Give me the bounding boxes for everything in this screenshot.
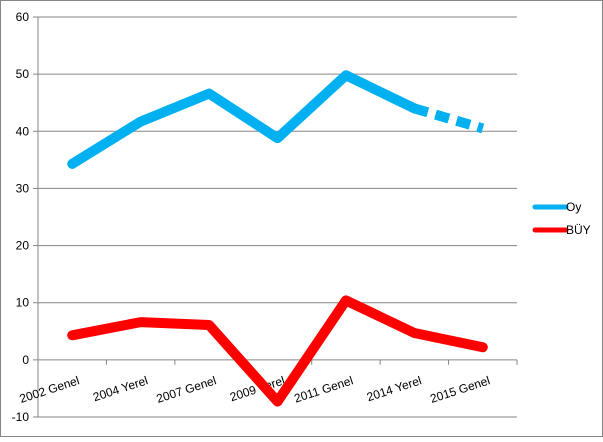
y-tick-label: 40 [16, 124, 30, 138]
series-line-0 [67, 70, 420, 169]
y-tick-label: 30 [16, 181, 30, 195]
legend-label-1: BÜY [566, 223, 591, 237]
legend-label-0: Oy [566, 200, 581, 214]
y-tick-label: 0 [22, 353, 29, 367]
y-tick-label: -10 [12, 410, 30, 424]
y-tick-label: 50 [16, 67, 30, 81]
series-line-0-projection [412, 103, 485, 134]
y-tick-label: 20 [16, 239, 30, 253]
y-tick-label: 10 [16, 296, 30, 310]
y-axis-ticks: -10 0 10 20 30 40 50 60 [12, 10, 38, 424]
y-tick-label: 60 [16, 10, 30, 24]
legend: Oy BÜY [532, 200, 591, 237]
series-line-1 [67, 295, 488, 407]
gridlines [37, 16, 517, 418]
series-lines [67, 70, 488, 407]
